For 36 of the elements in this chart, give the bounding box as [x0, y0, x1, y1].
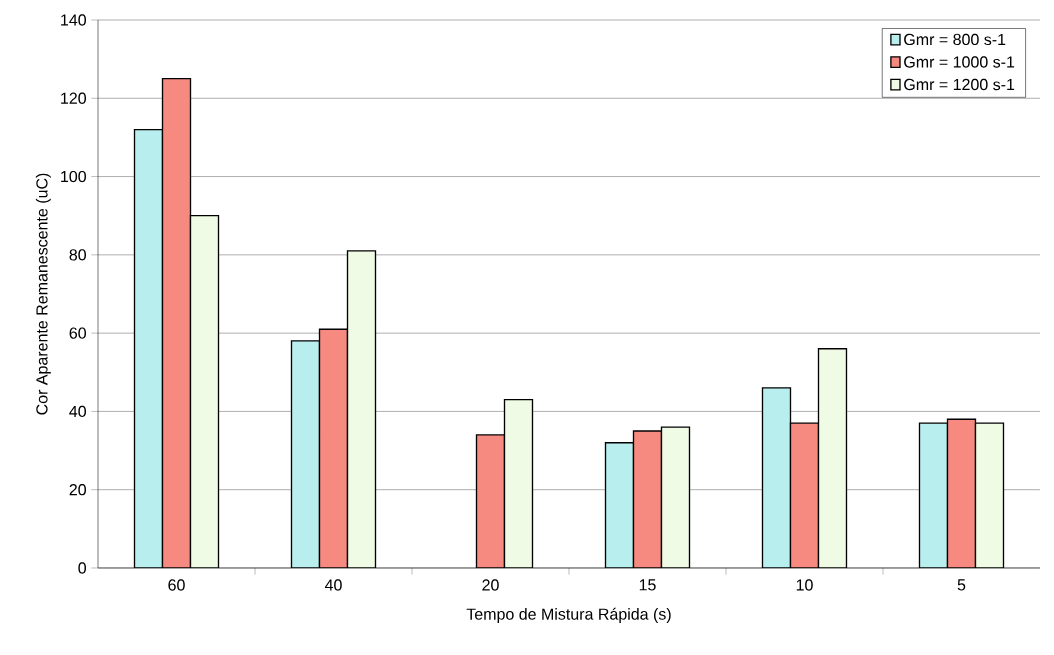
bar — [918, 422, 949, 568]
x-tick-label: 15 — [639, 579, 656, 591]
y-tick-label: 120 — [61, 92, 86, 104]
y-axis-title: Cor Aparente Remanescente (uC) — [35, 173, 51, 415]
x-tick-label: 40 — [324, 579, 342, 591]
x-axis-title: Tempo de Mistura Rápida (s) — [466, 607, 671, 623]
x-tick-label: 60 — [168, 579, 185, 591]
bar — [946, 418, 977, 568]
bar — [817, 348, 848, 568]
bar — [189, 215, 220, 568]
bar — [475, 434, 506, 568]
y-tick-label: 60 — [69, 327, 86, 339]
bar — [974, 422, 1005, 568]
legend-label: Gmr = 1200 s-1 — [904, 78, 1015, 91]
bar — [346, 250, 377, 568]
y-tick-label: 40 — [69, 405, 86, 418]
bar — [632, 430, 663, 568]
legend-label: Gmr = 800 s-1 — [904, 33, 1006, 46]
bar — [761, 387, 792, 568]
bar — [133, 128, 164, 568]
bar — [660, 426, 691, 568]
y-tick-label: 0 — [78, 562, 87, 574]
y-tick-label: 80 — [69, 249, 86, 261]
bar — [290, 340, 321, 568]
y-tick-label: 100 — [61, 170, 86, 183]
legend-label: Gmr = 1000 s-1 — [904, 56, 1015, 68]
x-tick-label: 20 — [482, 579, 499, 591]
y-tick-label: 140 — [61, 14, 86, 26]
y-tick-label: 20 — [69, 484, 86, 496]
bar — [318, 328, 349, 568]
x-tick-label: 5 — [957, 579, 966, 591]
bar — [503, 399, 534, 568]
x-tick-label: 10 — [796, 579, 813, 591]
bar — [161, 78, 192, 568]
bar — [789, 422, 820, 568]
bar — [604, 442, 635, 568]
